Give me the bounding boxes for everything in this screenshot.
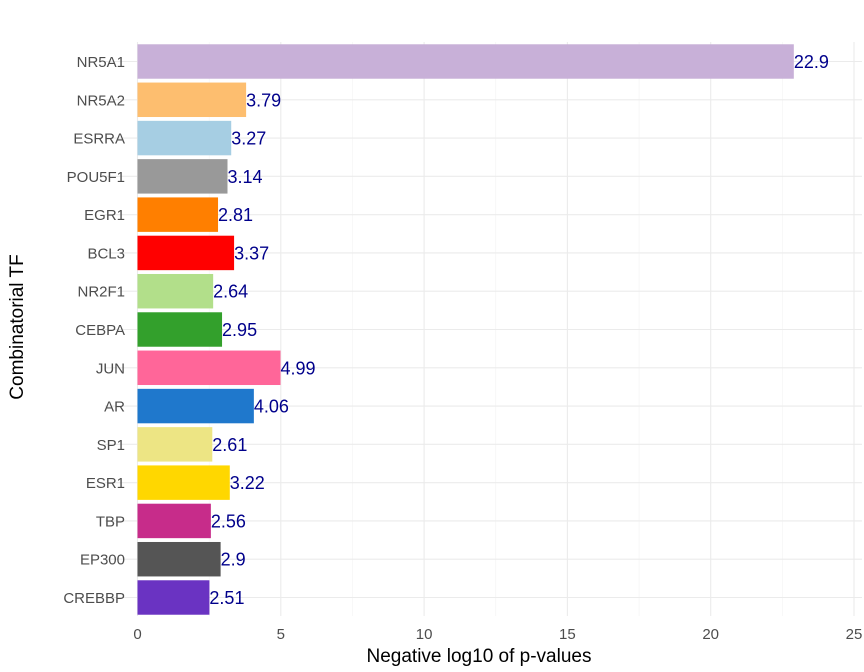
y-tick-label: POU5F1 [67,169,125,186]
y-tick-label: TBP [96,513,125,530]
x-tick-label: 15 [559,626,576,643]
data-label: 3.27 [231,129,266,149]
bar [137,580,210,615]
y-tick-label: CREBBP [63,590,125,607]
bar [137,350,281,386]
bar [137,273,214,309]
y-tick-label: BCL3 [87,245,125,262]
x-tick-label: 0 [133,626,141,643]
data-label: 2.64 [213,282,248,302]
x-tick-label: 20 [702,626,719,643]
bar [137,197,219,232]
data-label: 4.06 [254,397,289,417]
bar [137,541,221,577]
y-axis-tick-labels: NR5A1 NR5A2 ESRRA POU5F1 EGR1 BCL3 NR2F1 CEBPA J… [63,54,125,607]
bar [137,312,223,347]
data-label: 2.95 [222,320,257,340]
bar [137,159,228,194]
data-label: 2.51 [209,588,244,608]
y-tick-label: CEBPA [75,322,125,339]
bar [137,235,235,271]
data-label: 2.61 [212,435,247,455]
x-tick-label: 25 [846,626,863,643]
data-labels: 22.9 3.79 3.27 3.14 2.81 3.37 2.64 2.95 4.99 4.06… [209,52,828,608]
x-axis-title: Negative log10 of p-values [367,646,592,667]
data-label: 2.56 [211,511,246,531]
bars [137,44,794,615]
data-label: 3.79 [246,90,281,110]
data-label: 3.14 [227,167,262,187]
y-tick-label: SP1 [97,437,125,454]
bar [137,120,232,156]
data-label: 22.9 [794,52,829,72]
y-axis-title: Combinatorial TF [7,254,28,399]
y-tick-label: ESR1 [86,475,125,492]
y-tick-label: JUN [96,360,125,377]
y-tick-label: EGR1 [84,207,125,224]
bar [137,82,247,118]
y-tick-label: NR5A2 [77,92,125,109]
x-tick-label: 5 [277,626,285,643]
bar [137,427,213,462]
y-tick-label: NR5A1 [77,54,125,71]
data-label: 3.37 [234,243,269,263]
bar [137,465,230,500]
data-label: 4.99 [281,358,316,378]
bar [137,44,794,79]
data-label: 2.9 [221,550,246,570]
x-axis-tick-labels: 0 5 10 15 20 25 [133,626,862,643]
x-tick-label: 10 [416,626,433,643]
y-tick-label: AR [104,399,125,416]
y-tick-label: EP300 [80,552,125,569]
y-tick-label: ESRRA [73,131,125,148]
y-tick-label: NR2F1 [77,284,125,301]
bar [137,388,254,424]
data-label: 3.22 [230,473,265,493]
bar [137,503,211,539]
data-label: 2.81 [218,205,253,225]
